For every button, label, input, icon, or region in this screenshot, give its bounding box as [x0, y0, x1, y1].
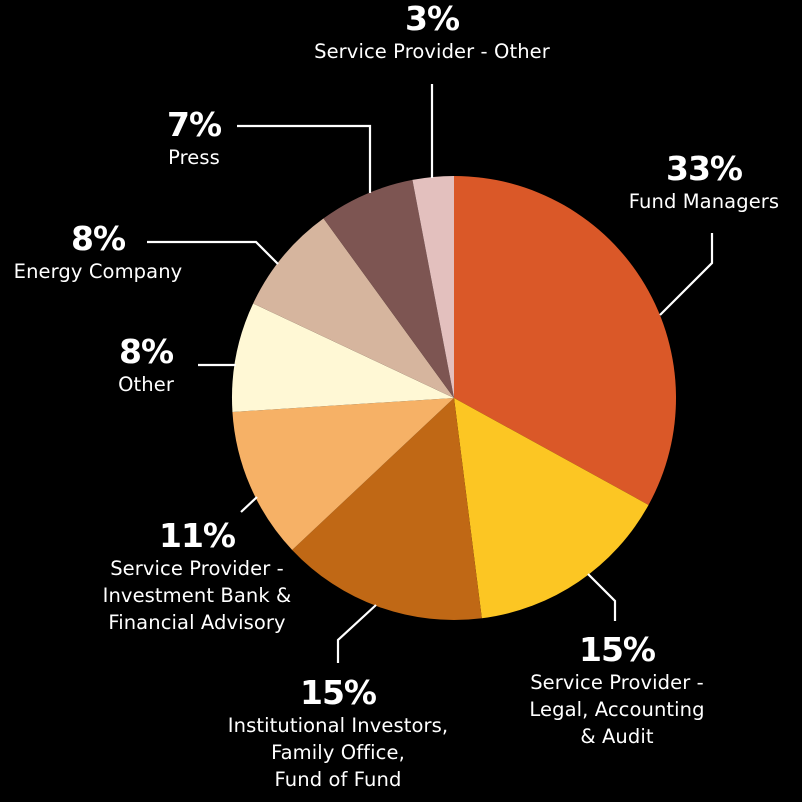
label-name: Press [168, 146, 220, 169]
label-institutional: 15% Institutional Investors, Family Offi… [192, 674, 484, 793]
pie-slice-service-provider-legal-accounting-audit [454, 398, 649, 619]
leader-lines [147, 84, 714, 663]
leader-line-legal [587, 573, 617, 621]
label-name: & Audit [580, 725, 654, 748]
label-name: Legal, Accounting [529, 698, 705, 721]
leader-line-investment-bank [240, 496, 258, 513]
label-pct: 33% [666, 149, 743, 188]
leader-line-press [237, 124, 372, 193]
label-pct: 8% [118, 332, 174, 371]
pie-slices [232, 176, 677, 620]
leader-line-institutional [336, 604, 377, 663]
pie-slice-other [232, 303, 454, 412]
leader-line-energy [147, 240, 279, 265]
label-name: Family Office, [271, 741, 405, 764]
label-pct: 8% [70, 219, 126, 258]
pie-slice-service-provider-investment-bank-financial-advisory [232, 398, 454, 550]
label-pct: 3% [404, 0, 460, 38]
label-name: Energy Company [13, 260, 183, 283]
label-name: Service Provider - [110, 557, 284, 580]
pie-slice-press [323, 179, 454, 398]
label-investment-bank: 11% Service Provider - Investment Bank &… [66, 517, 328, 636]
label-name: Service Provider - [530, 671, 704, 694]
label-other: 8% Other [96, 333, 196, 398]
label-name: Other [118, 373, 174, 396]
label-name: Institutional Investors, [227, 714, 449, 737]
pie-slice-energy-company [253, 218, 454, 398]
label-fund-managers: 33% Fund Managers [606, 150, 802, 215]
pie-slice-service-provider-other [412, 176, 454, 398]
pie-slice-fund-managers [454, 176, 677, 505]
label-legal: 15% Service Provider - Legal, Accounting… [486, 631, 748, 750]
leader-line-fund-managers [659, 233, 714, 316]
label-pct: 15% [300, 673, 377, 712]
label-name: Financial Advisory [108, 611, 286, 634]
label-pct: 15% [579, 630, 656, 669]
label-energy: 8% Energy Company [0, 220, 200, 285]
label-name: Fund Managers [628, 190, 780, 213]
label-name: Fund of Fund [274, 768, 402, 791]
label-pct: 7% [166, 105, 222, 144]
label-name: Service Provider - Other [314, 40, 550, 63]
label-pct: 11% [159, 516, 236, 555]
label-press: 7% Press [134, 106, 254, 171]
pie-slice-institutional-investors-family-office-fund-of-fund [292, 398, 482, 620]
label-sp-other: 3% Service Provider - Other [272, 0, 592, 65]
label-name: Investment Bank & [102, 584, 292, 607]
